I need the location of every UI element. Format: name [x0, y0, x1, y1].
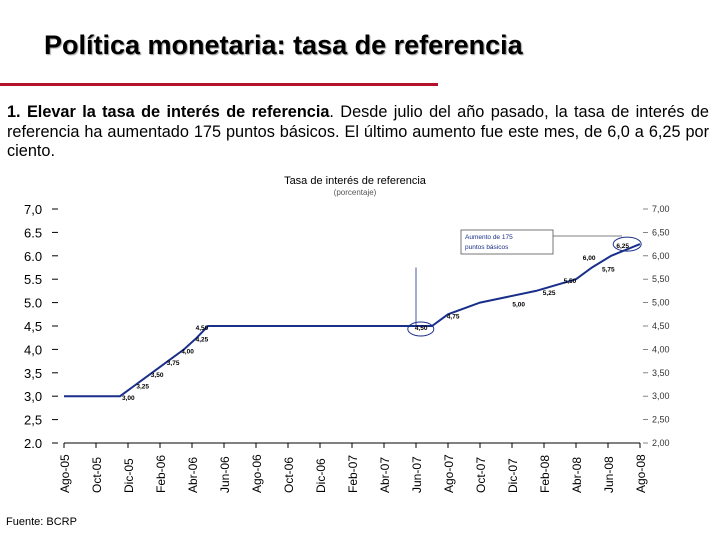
- title-rule: [0, 83, 438, 86]
- data-label: 4,75: [447, 313, 460, 320]
- data-label: 5,25: [543, 290, 556, 297]
- y-tick-label-left: 5.5: [24, 272, 42, 287]
- data-label: 5,75: [602, 267, 615, 274]
- data-label: 3,25: [136, 384, 149, 391]
- y-tick-label-right: 4,00: [652, 344, 670, 354]
- y-tick-label-left: 6.0: [24, 249, 42, 264]
- slide-title: Política monetaria: tasa de referencia: [44, 30, 523, 60]
- y-tick-label-left: 6.5: [24, 225, 42, 240]
- y-tick-label-right: 5,50: [652, 274, 670, 284]
- x-tick-label: Oct-05: [90, 457, 104, 493]
- x-tick-label: Dic-07: [506, 458, 520, 493]
- data-label: 6,00: [583, 255, 596, 262]
- x-tick-label: Oct-07: [474, 457, 488, 493]
- y-tick-label-right: 5,00: [652, 298, 670, 308]
- annotation-box: [460, 229, 554, 255]
- y-tick-label-left: 3,0: [24, 389, 42, 404]
- rate-series-line: [64, 243, 641, 398]
- y-tick-label-right: 7,00: [652, 204, 670, 214]
- data-label: 6,25: [616, 243, 629, 250]
- y-tick-label-left: 2,5: [24, 413, 42, 428]
- highlight-ellipse-start: [407, 321, 435, 337]
- data-label: 4,50: [196, 325, 209, 332]
- y-tick-label-right: 3,00: [652, 391, 670, 401]
- x-tick-label: Jun-08: [602, 456, 616, 493]
- x-tick-label: Ago-05: [58, 454, 72, 493]
- x-tick-label: Abr-07: [378, 457, 392, 493]
- x-tick-label: Ago-06: [250, 454, 264, 493]
- x-tick-label: Ago-08: [634, 454, 648, 493]
- x-tick-label: Jun-06: [218, 456, 232, 493]
- data-label: 3,50: [151, 372, 164, 379]
- x-tick-label: Abr-08: [570, 457, 584, 493]
- rate-chart: 2.0 2,5 3,0 3,5 4,0 4,5 5.0 5.5 6.0 6.5 7,0 2,00 2,5…: [24, 202, 670, 493]
- y-tick-label-left: 4,5: [24, 319, 42, 334]
- x-tick-label: Dic-06: [314, 458, 328, 493]
- data-label: 5,00: [512, 302, 525, 309]
- annotation-line1: Aumento de 175: [465, 234, 513, 241]
- y-tick-label-right: 3,50: [652, 368, 670, 378]
- annotation-line2: puntos básicos: [465, 244, 509, 251]
- x-tick-label: Dic-05: [122, 458, 136, 493]
- paragraph-lead: 1. Elevar la tasa de interés de referenc…: [7, 103, 330, 121]
- y-tick-label-left: 3,5: [24, 366, 42, 381]
- data-label: 3,00: [122, 395, 135, 402]
- y-tick-label-left: 5.0: [24, 296, 42, 311]
- paragraph-text: . Desde julio del año pasado, la tasa de…: [7, 103, 709, 160]
- source-note: Fuente: BCRP: [6, 516, 77, 528]
- y-tick-label-right: 2,00: [652, 438, 670, 448]
- y-tick-label-right: 6,50: [652, 227, 670, 237]
- x-tick-label: Feb-06: [154, 455, 168, 493]
- data-label: 3,75: [167, 360, 180, 367]
- x-tick-label: Abr-06: [186, 457, 200, 493]
- data-label: 4,00: [181, 348, 194, 355]
- y-tick-label-right: 6,00: [652, 251, 670, 261]
- data-label: 5,50: [564, 278, 577, 285]
- chart-title: Tasa de interés de referencia: [284, 175, 426, 187]
- body-paragraph: 1. Elevar la tasa de interés de referenc…: [7, 103, 709, 162]
- data-label: 4,50: [415, 325, 428, 332]
- y-tick-label-left: 7,0: [24, 202, 42, 217]
- y-tick-label-right: 4,50: [652, 321, 670, 331]
- chart-subtitle: (porcentaje): [333, 188, 377, 197]
- x-tick-label: Feb-08: [538, 455, 552, 493]
- x-tick-label: Ago-07: [442, 454, 456, 493]
- x-tick-label: Jun-07: [410, 456, 424, 493]
- highlight-ellipse-end: [612, 236, 642, 252]
- x-tick-label: Oct-06: [282, 457, 296, 493]
- data-label: 4,25: [196, 337, 209, 344]
- x-tick-label: Feb-07: [346, 455, 360, 493]
- y-tick-label-left: 2.0: [24, 436, 42, 451]
- y-tick-label-right: 2,50: [652, 415, 670, 425]
- y-tick-label-left: 4,0: [24, 342, 42, 357]
